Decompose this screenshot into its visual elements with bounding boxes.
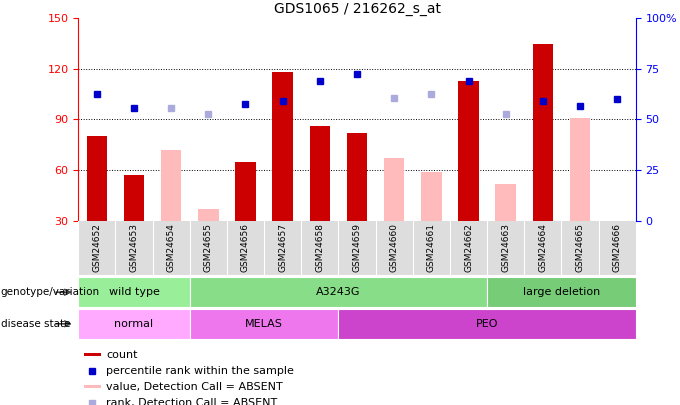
- Bar: [190, 277, 487, 307]
- Bar: [570, 118, 590, 221]
- Text: GSM24666: GSM24666: [613, 224, 622, 273]
- Text: GSM24656: GSM24656: [241, 224, 250, 273]
- Text: GSM24663: GSM24663: [501, 224, 510, 273]
- Text: GSM24661: GSM24661: [427, 224, 436, 273]
- Bar: [384, 158, 405, 221]
- Text: normal: normal: [114, 319, 154, 329]
- Bar: [532, 44, 553, 221]
- Text: GSM24665: GSM24665: [575, 224, 585, 273]
- Bar: [339, 309, 636, 339]
- Bar: [84, 353, 101, 356]
- Text: GSM24659: GSM24659: [352, 224, 362, 273]
- Text: genotype/variation: genotype/variation: [1, 287, 100, 297]
- Bar: [190, 309, 339, 339]
- Bar: [496, 183, 516, 221]
- Bar: [78, 309, 190, 339]
- Bar: [347, 133, 367, 221]
- Bar: [421, 172, 441, 221]
- Title: GDS1065 / 216262_s_at: GDS1065 / 216262_s_at: [273, 2, 441, 16]
- Bar: [84, 385, 101, 388]
- Text: GSM24653: GSM24653: [129, 224, 139, 273]
- Text: GSM24660: GSM24660: [390, 224, 398, 273]
- Bar: [198, 209, 218, 221]
- Text: GSM24654: GSM24654: [167, 224, 175, 272]
- Text: value, Detection Call = ABSENT: value, Detection Call = ABSENT: [106, 382, 283, 392]
- Bar: [487, 277, 636, 307]
- Bar: [161, 150, 182, 221]
- Bar: [235, 162, 256, 221]
- Text: large deletion: large deletion: [523, 287, 600, 297]
- Text: count: count: [106, 350, 137, 360]
- Bar: [124, 175, 144, 221]
- Text: wild type: wild type: [109, 287, 159, 297]
- Text: PEO: PEO: [476, 319, 498, 329]
- Text: percentile rank within the sample: percentile rank within the sample: [106, 366, 294, 376]
- Bar: [458, 81, 479, 221]
- Text: GSM24655: GSM24655: [204, 224, 213, 273]
- Bar: [78, 277, 190, 307]
- Text: A3243G: A3243G: [316, 287, 360, 297]
- Text: rank, Detection Call = ABSENT: rank, Detection Call = ABSENT: [106, 398, 277, 405]
- Bar: [309, 126, 330, 221]
- Text: GSM24652: GSM24652: [92, 224, 101, 272]
- Text: GSM24657: GSM24657: [278, 224, 287, 273]
- Text: GSM24662: GSM24662: [464, 224, 473, 272]
- Text: disease state: disease state: [1, 319, 70, 329]
- Bar: [273, 72, 293, 221]
- Bar: [86, 136, 107, 221]
- Text: MELAS: MELAS: [245, 319, 283, 329]
- Text: GSM24658: GSM24658: [316, 224, 324, 273]
- Text: GSM24664: GSM24664: [539, 224, 547, 272]
